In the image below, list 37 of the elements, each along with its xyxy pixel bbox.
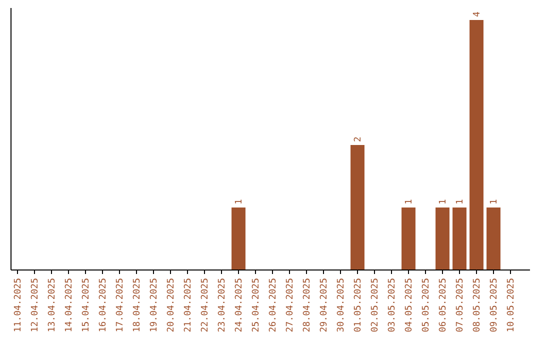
data-label: 2 [354,136,364,142]
x-tick-label: 16.04.2025 [98,278,108,332]
x-tick-label: 04.05.2025 [404,278,414,332]
x-tick-label: 21.04.2025 [184,278,194,332]
x-tick-label: 26.04.2025 [268,278,278,332]
x-tick-label: 10.05.2025 [506,278,516,332]
x-tick-label: 30.04.2025 [336,278,346,332]
x-tick-label: 15.04.2025 [82,278,92,332]
x-tick-label: 17.04.2025 [116,278,126,332]
x-tick-label: 08.05.2025 [472,278,482,332]
x-tick-label: 12.04.2025 [30,278,40,332]
x-tick-label: 27.04.2025 [286,278,296,332]
data-label: 4 [472,12,482,17]
x-tick-label: 02.05.2025 [370,278,380,332]
x-tick-label: 09.05.2025 [490,278,500,332]
x-tick-label: 19.04.2025 [150,278,160,332]
x-tick-label: 29.04.2025 [320,278,330,332]
x-tick-label: 13.04.2025 [48,278,58,332]
data-label: 1 [490,199,500,204]
x-tick-label: 14.04.2025 [64,278,74,332]
x-tick-label: 18.04.2025 [132,278,142,332]
x-tick-label: 11.04.2025 [14,278,24,332]
x-tick-label: 23.04.2025 [218,278,228,332]
x-tick-label: 22.04.2025 [200,278,210,332]
x-tick-label: 05.05.2025 [422,278,432,332]
x-tick-label: 24.04.2025 [234,278,244,332]
data-label: 1 [456,199,466,204]
x-tick-label: 03.05.2025 [388,278,398,332]
x-tick-label: 01.05.2025 [354,278,364,332]
data-label: 1 [234,199,244,204]
x-tick-label: 28.04.2025 [302,278,312,332]
data-label: 1 [404,199,414,204]
x-tick-label: 07.05.2025 [456,278,466,332]
data-label: 1 [438,199,448,204]
x-tick-label: 06.05.2025 [438,278,448,332]
x-tick-label: 20.04.2025 [166,278,176,332]
x-tick-label: 25.04.2025 [252,278,262,332]
